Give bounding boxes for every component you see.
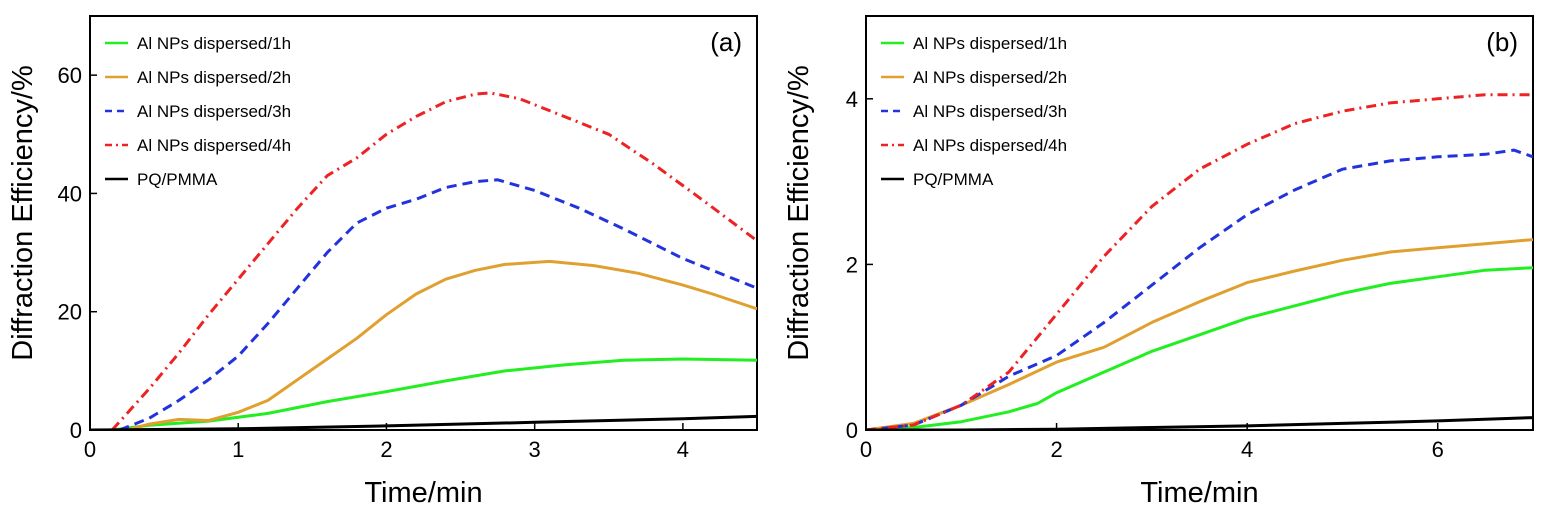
panel-b-plot-frame	[865, 15, 1534, 431]
panel-b-legend-label-3: Al NPs dispersed/3h	[913, 102, 1067, 121]
panel-b-y-tick-label: 4	[846, 87, 858, 112]
panel-a-plot-frame	[89, 15, 758, 431]
panel-b-panel-label: (b)	[1486, 27, 1518, 57]
panel-b-y-tick-label: 2	[846, 252, 858, 277]
panel-a-legend-label-2: Al NPs dispersed/2h	[137, 68, 291, 87]
panel-a-series-line-2	[126, 259, 757, 430]
panel-b-x-axis-label: Time/min	[1140, 477, 1258, 509]
panel-a-x-tick-label: 4	[677, 437, 689, 462]
panel-b-x-tick-label: 0	[860, 437, 872, 462]
panel-a-series-line-5	[90, 414, 757, 430]
panel-a-x-tick-label: 2	[380, 437, 392, 462]
panel-b-legend-label-5: PQ/PMMA	[913, 170, 994, 189]
panel-a-y-tick-label: 60	[58, 63, 82, 88]
panel-a-y-axis-label: Diffraction Efficiency/%	[7, 65, 39, 361]
panel-a-x-tick-label: 3	[529, 437, 541, 462]
panel-b-y-tick-label: 0	[846, 418, 858, 443]
panel-a-x-tick-label: 1	[232, 437, 244, 462]
panel-b-series-line-5	[866, 416, 1533, 430]
panel-a-series-line-3	[119, 178, 757, 430]
panel-b-series-line-2	[866, 238, 1533, 430]
panel-b-series-line-1	[866, 266, 1533, 430]
panel-a-series-line-4	[111, 91, 757, 430]
panel-a-y-tick-label: 20	[58, 300, 82, 325]
panel-b-legend-label-2: Al NPs dispersed/2h	[913, 68, 1067, 87]
panel-b-series-line-4	[866, 93, 1533, 430]
panel-b-legend: Al NPs dispersed/1h Al NPs dispersed/2h Al…	[881, 34, 1067, 189]
panel-a-y-tick-label: 40	[58, 181, 82, 206]
panel-b-legend-label-4: Al NPs dispersed/4h	[913, 136, 1067, 155]
panel-a-panel-label: (a)	[710, 27, 742, 57]
panel-b: 0 2 4 6 0 2 4 Time/min Diffraction Efficiency/% (…	[783, 15, 1534, 509]
panel-a-series-line-1	[112, 357, 757, 430]
panel-a-legend: Al NPs dispersed/1h Al NPs dispersed/2h Al…	[105, 34, 291, 189]
panel-a-x-tick-label: 0	[84, 437, 96, 462]
panel-a-legend-label-4: Al NPs dispersed/4h	[137, 136, 291, 155]
panel-b-series-line-3	[866, 148, 1533, 430]
panel-a-legend-label-5: PQ/PMMA	[137, 170, 218, 189]
panel-a-x-axis-label: Time/min	[364, 477, 482, 509]
panel-b-series-group	[866, 93, 1533, 430]
panel-b-x-tick-label: 2	[1050, 437, 1062, 462]
panel-b-x-tick-label: 4	[1241, 437, 1253, 462]
panel-a-series-group	[90, 91, 757, 430]
panel-b-x-tick-label: 6	[1432, 437, 1444, 462]
panel-b-y-axis-label: Diffraction Efficiency/%	[783, 65, 815, 361]
panel-a-legend-label-1: Al NPs dispersed/1h	[137, 34, 291, 53]
panel-b-legend-label-1: Al NPs dispersed/1h	[913, 34, 1067, 53]
panel-a-y-tick-label: 0	[70, 418, 82, 443]
panel-a-legend-label-3: Al NPs dispersed/3h	[137, 102, 291, 121]
